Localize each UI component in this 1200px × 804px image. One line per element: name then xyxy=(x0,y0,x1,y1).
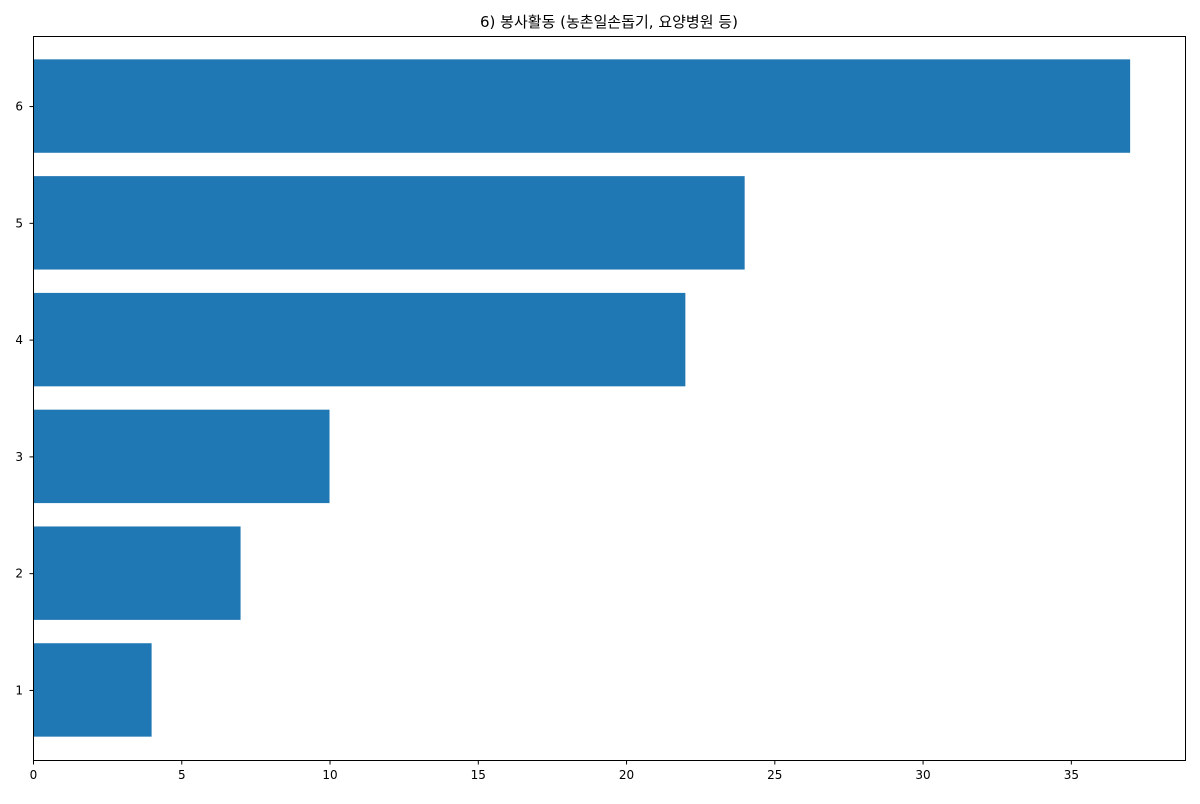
x-tick-label: 20 xyxy=(619,768,634,782)
x-tick-label: 30 xyxy=(915,768,930,782)
y-tick-label: 4 xyxy=(15,333,23,347)
bar-6 xyxy=(33,59,1131,153)
y-axis: 1 2 3 4 5 6 xyxy=(15,100,34,697)
x-tick-label: 5 xyxy=(178,768,186,782)
bar-3 xyxy=(33,409,330,504)
y-tick-label: 1 xyxy=(15,683,23,697)
y-tick-label: 6 xyxy=(15,100,23,114)
bar-1 xyxy=(33,643,152,737)
chart-title: 6) 봉사활동 (농촌일손돕기, 요양병원 등) xyxy=(480,13,738,31)
x-tick-label: 10 xyxy=(322,768,337,782)
plot-frame xyxy=(33,36,1186,761)
x-tick-label: 0 xyxy=(30,768,38,782)
bar-5 xyxy=(33,176,745,270)
x-tick-label: 25 xyxy=(767,768,782,782)
bar-2 xyxy=(33,526,241,620)
bars-layer xyxy=(33,59,1131,737)
y-tick-label: 3 xyxy=(15,450,23,464)
x-tick-label: 35 xyxy=(1064,768,1079,782)
x-axis: 0 5 10 15 20 25 30 35 xyxy=(30,760,1079,782)
y-tick-label: 5 xyxy=(15,216,23,230)
x-tick-label: 15 xyxy=(471,768,486,782)
bar-4 xyxy=(33,292,686,387)
y-tick-label: 2 xyxy=(15,567,23,581)
